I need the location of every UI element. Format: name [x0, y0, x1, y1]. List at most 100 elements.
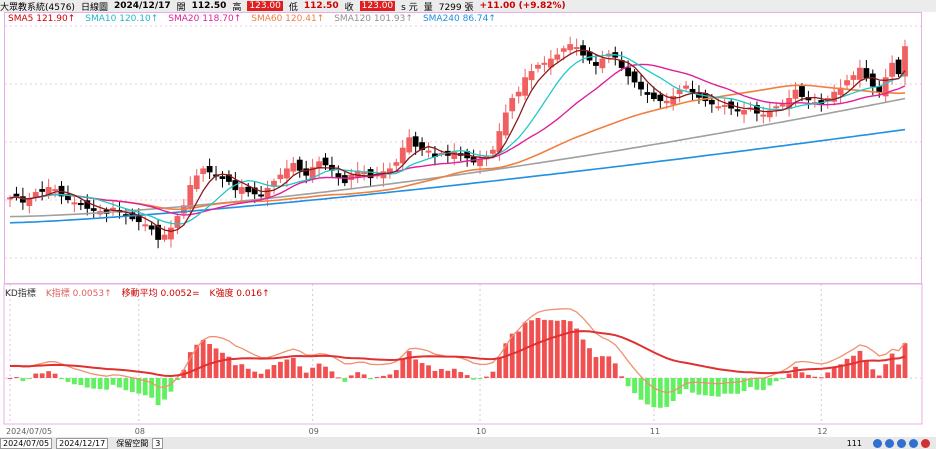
- to-date-field[interactable]: 2024/12/17: [56, 437, 109, 449]
- indicator-count: 111: [846, 438, 862, 448]
- indicator-bar: [477, 378, 483, 379]
- indicator-bar: [606, 356, 612, 378]
- indicator-bar: [33, 373, 39, 378]
- indicator-bar: [303, 372, 309, 378]
- candle-body: [509, 98, 516, 112]
- indicator-bar: [709, 378, 715, 397]
- sma-legend: SMA5 121.90↑ SMA10 120.10↑ SMA20 118.70↑…: [8, 14, 496, 24]
- indicator-bar: [567, 321, 573, 378]
- indicator-bar: [793, 366, 798, 378]
- indicator-bar: [651, 378, 657, 408]
- candle-body: [155, 224, 161, 240]
- indicator-bar: [715, 378, 721, 397]
- indicator-bar: [187, 352, 193, 378]
- high-label: 高: [232, 2, 242, 13]
- indicator-bar: [554, 320, 560, 378]
- reserve-value[interactable]: 3: [152, 437, 164, 449]
- indicator-bar: [696, 378, 702, 395]
- indicator-bar: [638, 378, 644, 400]
- candle-body: [161, 234, 168, 240]
- candle-body: [863, 68, 870, 79]
- candle-body: [670, 95, 677, 105]
- legend-k: K指標 0.0053↑: [45, 289, 112, 299]
- volume-value: 7299 張: [438, 2, 474, 13]
- candle-body: [65, 193, 71, 201]
- indicator-bar: [136, 378, 142, 394]
- x-tick-label: 08: [135, 427, 145, 436]
- candle-body: [296, 159, 303, 171]
- indicator-bar: [316, 363, 322, 378]
- indicator-bar: [490, 371, 496, 378]
- candle-body: [831, 91, 838, 102]
- indicator-bar: [155, 378, 161, 406]
- candle-body: [773, 106, 780, 109]
- candle-body: [45, 187, 52, 195]
- indicator-bar: [625, 378, 631, 387]
- from-date-field[interactable]: 2024/07/05: [0, 437, 53, 449]
- indicator-bar: [97, 378, 103, 389]
- candle-body: [393, 162, 400, 166]
- zoom-out-icon[interactable]: [885, 438, 894, 448]
- indicator-bar: [175, 378, 180, 381]
- scroll-left-icon[interactable]: [897, 438, 906, 448]
- indicator-bar: [239, 364, 245, 378]
- candle-body: [335, 173, 342, 178]
- sma10-line: [9, 54, 906, 225]
- close-value: 123.00: [359, 1, 396, 11]
- indicator-bar: [902, 343, 908, 378]
- chart-canvas[interactable]: 2024/07/05 08 09 10 11 12: [0, 0, 936, 437]
- indicator-bar: [142, 378, 148, 396]
- candle-body: [593, 62, 599, 66]
- stock-name: 大眾教系統(4576): [0, 2, 75, 13]
- indicator-bar: [728, 378, 734, 394]
- indicator-bar: [361, 374, 367, 378]
- candle-body: [84, 200, 91, 209]
- indicator-bar: [232, 365, 238, 378]
- indicator-bar: [593, 357, 599, 378]
- indicator-bar: [870, 369, 876, 378]
- indicator-bar: [129, 378, 135, 393]
- indicator-bar: [65, 378, 71, 382]
- indicator-bar: [271, 365, 277, 378]
- candle-body: [406, 137, 413, 153]
- indicator-bar: [760, 378, 766, 391]
- indicator-bar: [587, 348, 592, 378]
- indicator-bar: [799, 372, 805, 378]
- indicator-bar: [39, 373, 45, 378]
- period-label[interactable]: 日線圖: [80, 2, 108, 13]
- candle-body: [515, 91, 522, 97]
- sma60-line: [9, 84, 906, 211]
- legend-sma60: SMA60 120.41↑: [251, 14, 325, 24]
- indicator-bar: [290, 357, 296, 378]
- indicator-bar: [516, 331, 522, 378]
- indicator-bar: [439, 369, 444, 378]
- indicator-bar: [342, 378, 348, 382]
- scroll-right-icon[interactable]: [909, 438, 918, 448]
- legend-strength: K強度 0.016↑: [209, 289, 270, 299]
- candle-body: [13, 193, 20, 197]
- candle-body: [844, 80, 850, 86]
- indicator-bar: [876, 375, 882, 378]
- indicator-bar: [207, 344, 213, 378]
- indicator-bar: [59, 378, 64, 380]
- indicator-bar: [741, 378, 747, 392]
- candle-body: [689, 88, 696, 93]
- indicator-bar: [26, 378, 32, 379]
- x-tick-label: 2024/07/05: [6, 427, 52, 436]
- ma-line: [9, 330, 906, 378]
- indicator-bar: [612, 363, 618, 378]
- reserve-label: 保留空間: [116, 438, 149, 448]
- indicator-bar: [657, 378, 663, 408]
- candle-body: [148, 225, 155, 230]
- indicator-bar: [542, 319, 547, 378]
- indicator-bar: [806, 374, 811, 378]
- candle-body: [303, 168, 310, 176]
- candle-body: [644, 92, 651, 95]
- indicator-bar: [645, 378, 650, 405]
- candle-body: [638, 81, 644, 90]
- indicator-bar: [226, 356, 232, 378]
- indicator-bar: [599, 356, 605, 378]
- candle-body: [219, 176, 226, 179]
- reset-icon[interactable]: [921, 438, 930, 448]
- zoom-in-icon[interactable]: [873, 438, 882, 448]
